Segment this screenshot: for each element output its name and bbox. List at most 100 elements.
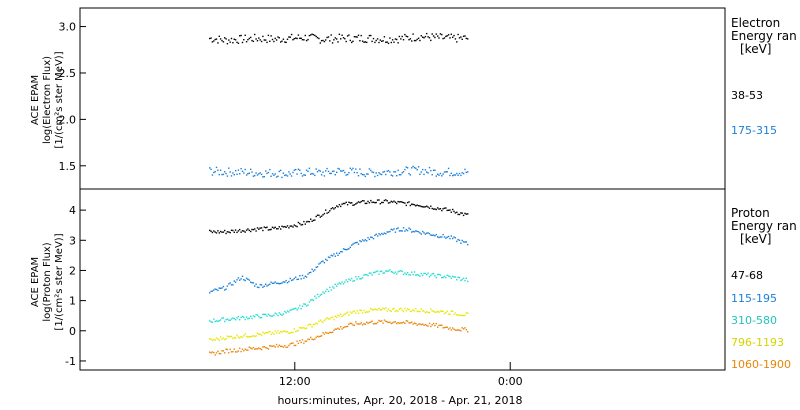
- data-point: [300, 224, 302, 226]
- data-point: [303, 174, 305, 176]
- data-point: [367, 37, 369, 39]
- data-point: [213, 351, 215, 354]
- data-point: [356, 323, 358, 325]
- data-point: [248, 317, 250, 319]
- data-point: [386, 310, 388, 312]
- data-point: [316, 171, 319, 173]
- data-point: [457, 238, 459, 241]
- data-point: [278, 344, 280, 346]
- data-point: [434, 324, 436, 327]
- data-point: [286, 282, 289, 284]
- proton-panel: -1 0 1 2 3 4: [65, 199, 469, 368]
- data-point: [412, 323, 414, 325]
- data-point: [406, 36, 409, 38]
- data-point: [422, 274, 424, 277]
- data-point: [236, 351, 238, 353]
- data-point: [274, 226, 276, 228]
- data-point: [386, 200, 388, 202]
- data-point: [423, 272, 425, 275]
- data-point: [301, 223, 304, 226]
- data-point: [213, 40, 215, 42]
- data-point: [304, 223, 306, 225]
- data-point: [210, 338, 212, 340]
- data-point: [228, 231, 230, 233]
- data-point: [442, 310, 444, 312]
- data-point: [430, 325, 432, 328]
- data-point: [341, 170, 343, 172]
- data-point: [374, 271, 376, 274]
- legend-entry-175-315: 175-315: [731, 124, 777, 137]
- data-point: [460, 242, 462, 244]
- data-point: [254, 33, 256, 36]
- data-point: [280, 330, 282, 333]
- data-point: [224, 338, 226, 341]
- data-point: [267, 331, 270, 333]
- data-point: [391, 201, 394, 203]
- data-point: [394, 231, 397, 233]
- data-point: [270, 345, 272, 347]
- data-point: [293, 277, 295, 280]
- data-point: [390, 228, 392, 231]
- data-point: [385, 173, 387, 176]
- data-point: [413, 310, 416, 312]
- data-point: [232, 229, 234, 232]
- data-point: [452, 327, 454, 329]
- data-point: [260, 284, 263, 286]
- data-point: [265, 227, 267, 229]
- data-point: [412, 33, 414, 35]
- data-point: [319, 216, 321, 218]
- data-point: [286, 38, 289, 40]
- data-point: [415, 307, 417, 310]
- data-point: [222, 231, 225, 233]
- data-point: [452, 310, 454, 312]
- data-point: [267, 284, 270, 286]
- data-point: [262, 346, 264, 348]
- data-point: [266, 226, 268, 228]
- data-point: [389, 171, 391, 173]
- data-point: [419, 275, 421, 277]
- data-point: [402, 201, 405, 204]
- data-point: [251, 282, 253, 284]
- legend-entry-115-195: 115-195: [731, 292, 777, 305]
- data-point: [211, 231, 214, 234]
- data-point: [236, 231, 238, 234]
- data-point: [360, 200, 362, 203]
- data-point: [456, 172, 458, 175]
- data-point: [314, 338, 316, 340]
- data-point: [331, 286, 334, 288]
- data-point: [438, 324, 440, 327]
- data-point: [312, 270, 315, 272]
- data-point: [318, 214, 320, 216]
- data-point: [215, 352, 218, 354]
- data-point: [360, 173, 362, 175]
- data-point: [430, 308, 432, 310]
- data-point: [382, 233, 384, 236]
- data-point: [236, 317, 238, 319]
- data-point: [372, 171, 375, 174]
- data-point: [329, 172, 331, 175]
- data-point: [234, 281, 237, 283]
- data-point: [386, 170, 388, 172]
- data-point: [419, 232, 421, 234]
- data-point: [251, 348, 253, 350]
- data-point: [281, 331, 283, 333]
- data-point: [330, 317, 332, 319]
- data-point: [446, 236, 448, 238]
- data-point: [259, 39, 261, 41]
- data-point: [387, 169, 390, 172]
- data-point: [430, 39, 432, 42]
- data-point: [376, 235, 379, 237]
- data-point: [404, 307, 406, 310]
- data-point: [222, 41, 225, 43]
- data-point: [230, 284, 233, 286]
- legend-entry-310-580: 310-580: [731, 314, 777, 327]
- data-point: [327, 170, 330, 173]
- data-point: [401, 172, 403, 174]
- data-point: [229, 231, 231, 234]
- data-point: [450, 277, 452, 279]
- data-point: [247, 349, 249, 351]
- data-point: [245, 335, 248, 338]
- data-point: [236, 173, 238, 175]
- data-point: [411, 271, 413, 273]
- data-point: [336, 316, 338, 318]
